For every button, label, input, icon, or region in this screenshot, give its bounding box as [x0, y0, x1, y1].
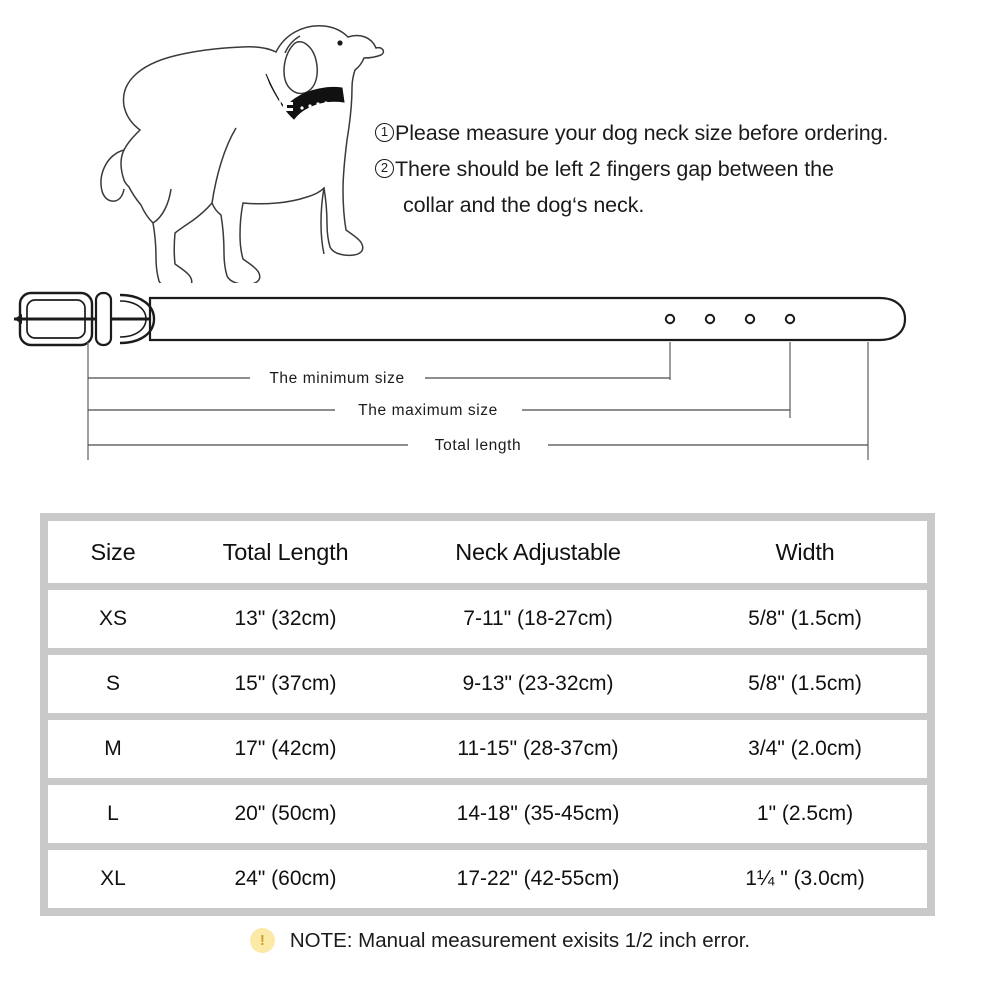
cell-size: XL	[100, 867, 126, 890]
cell-width: 1¼ " (3.0cm)	[745, 867, 865, 890]
belt-keeper-loop-icon	[94, 291, 113, 347]
cell-size: L	[107, 802, 119, 825]
label-total-length: Total length	[435, 437, 521, 454]
circled-number-1: 1	[375, 123, 394, 142]
belt-hole-4-icon	[784, 313, 796, 325]
cell-neck-adjustable: 11-15" (28-37cm)	[457, 737, 619, 760]
instruction-text-2: There should be left 2 fingers gap betwe…	[395, 157, 834, 181]
belt-diagram: The minimum size The maximum size Total …	[14, 291, 907, 460]
cell-neck-adjustable: 17-22" (42-55cm)	[456, 867, 620, 890]
size-chart-table: Size Total Length Neck Adjustable Width …	[40, 513, 935, 916]
cell-width: 5/8" (1.5cm)	[748, 607, 862, 630]
table-row: XS 13" (32cm) 7-11" (18-27cm) 5/8" (1.5c…	[48, 590, 927, 648]
cell-width: 1" (2.5cm)	[756, 802, 854, 825]
cell-total-length: 17" (42cm)	[234, 737, 337, 760]
belt-hole-3-icon	[744, 313, 756, 325]
table-row: S 15" (37cm) 9-13" (23-32cm) 5/8" (1.5cm…	[48, 655, 927, 713]
cell-total-length: 13" (32cm)	[234, 607, 337, 630]
cell-neck-adjustable: 7-11" (18-27cm)	[463, 607, 613, 630]
table-row: XL 24" (60cm) 17-22" (42-55cm) 1¼ " (3.0…	[48, 850, 927, 908]
cell-size: M	[104, 737, 122, 760]
table-header-row: Size Total Length Neck Adjustable Width	[48, 521, 927, 583]
instruction-text-1: Please measure your dog neck size before…	[395, 121, 889, 145]
belt-d-ring-icon	[119, 293, 156, 345]
cell-width: 3/4" (2.0cm)	[748, 737, 862, 760]
instructions-list: 1 Please measure your dog neck size befo…	[375, 115, 975, 223]
table-row: L 20" (50cm) 14-18" (35-45cm) 1" (2.5cm)	[48, 785, 927, 843]
cell-size: S	[105, 672, 120, 695]
cell-total-length: 24" (60cm)	[234, 867, 337, 890]
collar-buckle-icon	[283, 102, 293, 111]
cell-neck-adjustable: 9-13" (23-32cm)	[462, 672, 614, 695]
cell-neck-adjustable: 14-18" (35-45cm)	[456, 802, 620, 825]
instruction-item-1: 1 Please measure your dog neck size befo…	[375, 115, 975, 151]
exclamation-icon: !	[249, 928, 275, 953]
belt-hole-1-icon	[664, 313, 676, 325]
cell-size: XS	[98, 607, 127, 630]
cell-total-length: 20" (50cm)	[234, 802, 337, 825]
circled-number-2: 2	[375, 159, 394, 178]
column-header-neck-adjustable: Neck Adjustable	[455, 538, 621, 565]
cell-total-length: 15" (37cm)	[234, 672, 337, 695]
column-header-total-length: Total Length	[222, 538, 349, 565]
column-header-width: Width	[775, 538, 835, 565]
instruction-text-2-line2: collar and the dog‘s neck.	[403, 193, 645, 217]
illustration-section: 1 Please measure your dog neck size befo…	[0, 0, 1000, 290]
label-minimum-size: The minimum size	[269, 370, 404, 387]
column-header-size: Size	[90, 538, 136, 565]
cell-width: 5/8" (1.5cm)	[748, 672, 862, 695]
dog-side-profile-icon	[100, 25, 385, 283]
note-row: ! NOTE: Manual measurement exisits 1/2 i…	[0, 928, 1000, 953]
label-maximum-size: The maximum size	[358, 402, 498, 419]
table-row: M 17" (42cm) 11-15" (28-37cm) 3/4" (2.0c…	[48, 720, 927, 778]
belt-strap-icon	[148, 296, 907, 342]
note-text: NOTE: Manual measurement exisits 1/2 inc…	[289, 928, 751, 952]
instruction-item-2-continued: collar and the dog‘s neck.	[375, 187, 975, 223]
instruction-item-2: 2 There should be left 2 fingers gap bet…	[375, 151, 975, 187]
belt-hole-2-icon	[704, 313, 716, 325]
